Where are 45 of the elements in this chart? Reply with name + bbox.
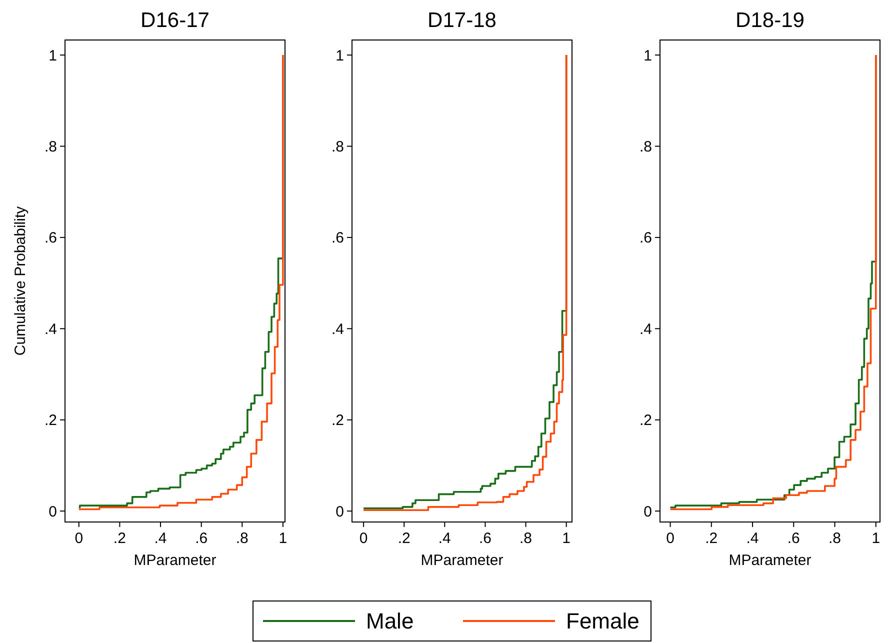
y-tick-label: .6 <box>639 230 652 247</box>
x-tick-label: .2 <box>398 530 410 547</box>
legend-label: Female <box>566 608 640 634</box>
y-tick-label: .8 <box>44 138 57 156</box>
y-tick-label: .2 <box>639 412 652 430</box>
x-axis-title: MParameter <box>728 552 812 569</box>
chart-title: D17-18 <box>428 9 496 32</box>
y-tick-label: 1 <box>336 47 344 64</box>
x-axis-title: MParameter <box>420 552 504 569</box>
y-tick-label: .4 <box>44 320 57 338</box>
x-tick-label: 0 <box>666 530 674 547</box>
x-tick-label: .6 <box>787 530 800 547</box>
x-tick-label: .4 <box>154 530 167 547</box>
y-tick-label: .8 <box>331 138 344 156</box>
y-tick-label: 1 <box>48 47 57 64</box>
y-tick-label: 0 <box>48 503 57 520</box>
y-tick-label: .2 <box>44 412 57 430</box>
x-tick-label: 1 <box>872 530 880 547</box>
x-tick-label: .2 <box>113 530 126 547</box>
x-tick-label: 0 <box>359 530 368 547</box>
x-tick-label: .6 <box>195 530 208 547</box>
y-tick-label: .4 <box>331 320 344 338</box>
chart-title: D16-17 <box>140 9 210 32</box>
y-tick-label: .4 <box>639 320 652 338</box>
chart-title: D18-19 <box>736 9 804 32</box>
x-tick-label: .8 <box>520 530 532 547</box>
x-tick-label: 0 <box>74 530 84 547</box>
x-tick-label: 1 <box>278 530 288 547</box>
x-tick-label: .8 <box>828 530 842 547</box>
y-tick-label: .6 <box>331 230 344 247</box>
x-tick-label: .4 <box>438 530 451 547</box>
y-tick-label: 0 <box>644 503 652 520</box>
x-axis-title: MParameter <box>134 552 216 569</box>
x-tick-label: 1 <box>562 530 570 547</box>
x-tick-label: .4 <box>746 530 759 547</box>
y-tick-label: 1 <box>644 47 652 64</box>
y-tick-label: .6 <box>44 230 57 247</box>
x-tick-label: .8 <box>236 530 248 547</box>
y-axis-title: Cumulative Probability <box>12 206 29 356</box>
y-tick-label: .8 <box>639 138 652 156</box>
legend-label: Male <box>366 608 414 634</box>
y-tick-label: 0 <box>336 503 344 520</box>
y-tick-label: .2 <box>331 412 344 430</box>
x-tick-label: .6 <box>478 530 492 547</box>
x-tick-label: .2 <box>705 530 718 547</box>
